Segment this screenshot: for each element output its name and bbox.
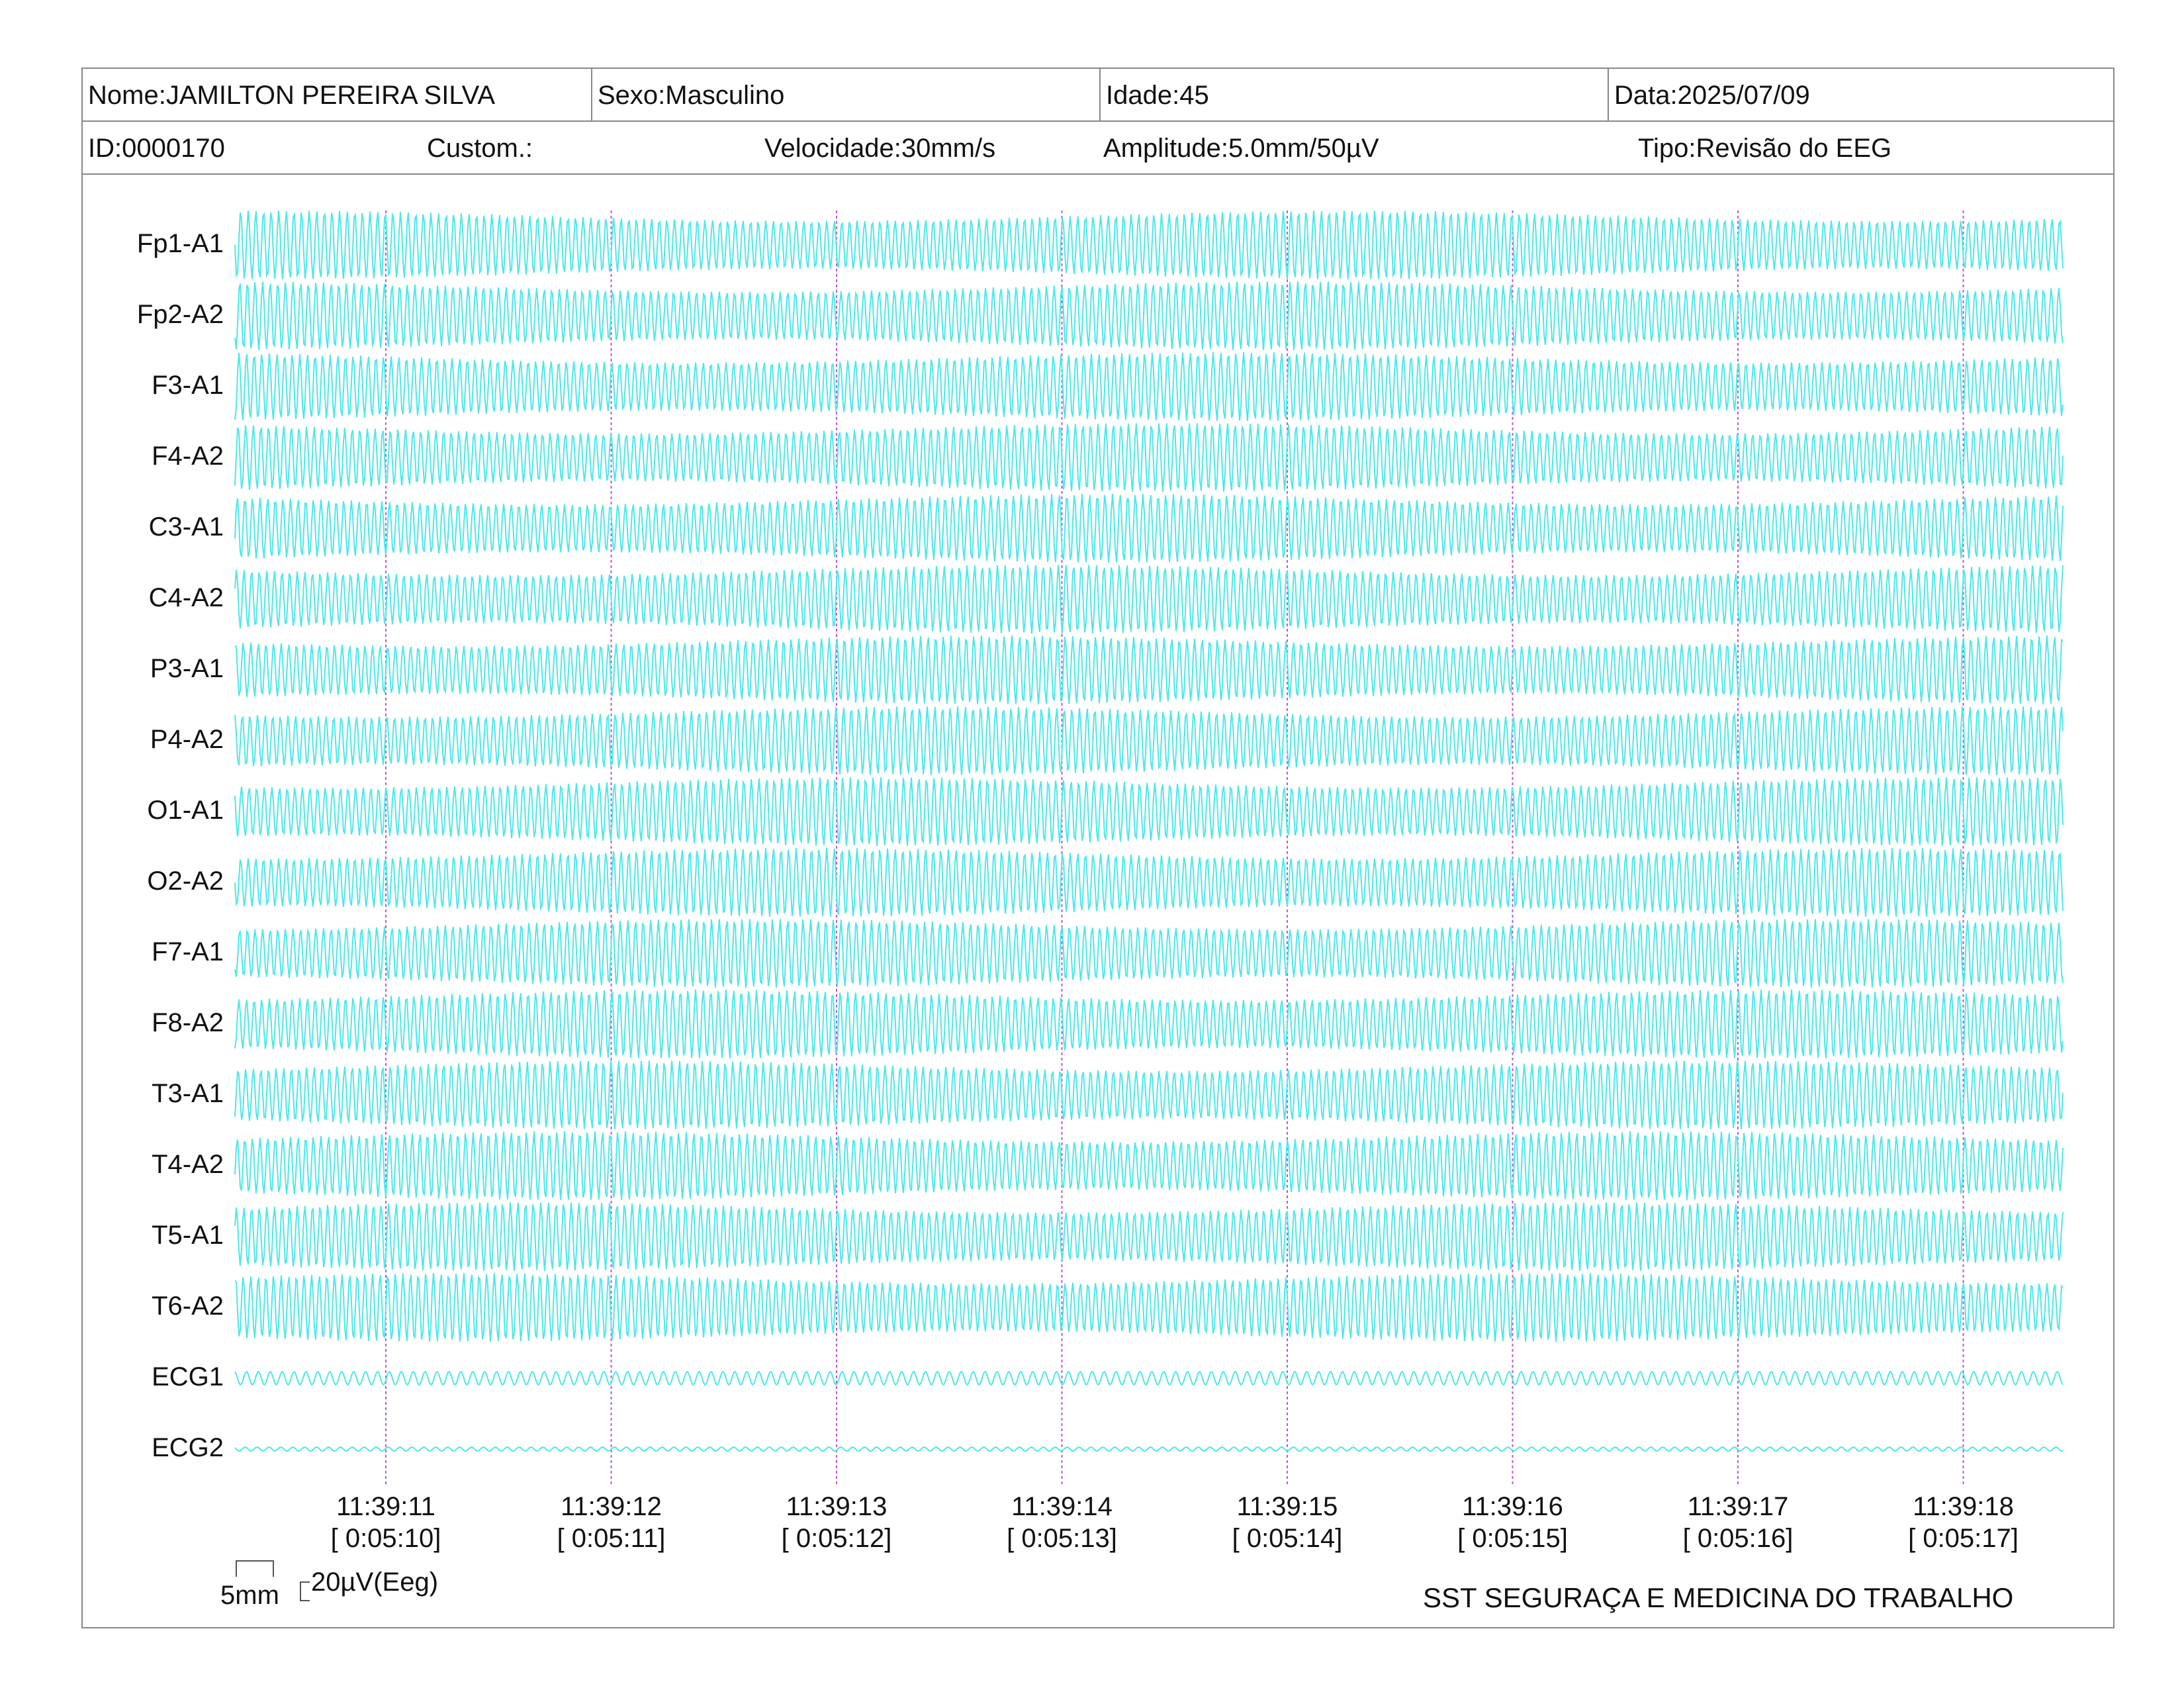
channel-label: T5-A1 bbox=[152, 1221, 224, 1250]
channel-label: F4-A2 bbox=[152, 442, 224, 471]
channel-label: P4-A2 bbox=[150, 725, 224, 754]
channel-label: F3-A1 bbox=[152, 371, 224, 400]
exam-date: Data:2025/07/09 bbox=[1608, 69, 2115, 120]
clock-time: 11:39:16 bbox=[1462, 1492, 1563, 1521]
patient-sex: Sexo:Masculino bbox=[591, 69, 1099, 120]
trace-o1-a1 bbox=[234, 777, 2064, 846]
footer-brand: SST SEGURAÇA E MEDICINA DO TRABALHO bbox=[1423, 1582, 2014, 1613]
channel-label: P3-A1 bbox=[150, 654, 224, 683]
trace-t3-a1 bbox=[234, 1060, 2064, 1130]
time-mark-label: 11:39:16 [ 0:05:15] bbox=[1427, 1491, 1599, 1554]
channel-label: Fp1-A1 bbox=[136, 229, 224, 258]
channel-label: O2-A2 bbox=[147, 867, 224, 896]
patient-id: ID:0000170 bbox=[88, 134, 225, 163]
channel-label: ECG1 bbox=[152, 1362, 224, 1391]
time-mark-label: 11:39:14 [ 0:05:13] bbox=[976, 1491, 1148, 1554]
elapsed-time: [ 0:05:10] bbox=[330, 1524, 441, 1553]
amplitude-setting: Amplitude:5.0mm/50µV bbox=[1103, 134, 1379, 163]
time-mark-label: 11:39:15 [ 0:05:14] bbox=[1201, 1491, 1373, 1554]
channel-label: F7-A1 bbox=[152, 937, 224, 966]
channel-label: Fp2-A2 bbox=[136, 300, 224, 329]
channel-label: ECG2 bbox=[152, 1433, 224, 1462]
trace-t6-a2 bbox=[234, 1273, 2064, 1342]
channel-label: C4-A2 bbox=[148, 583, 224, 612]
trace-o2-a2 bbox=[234, 848, 2064, 917]
channel-label: T4-A2 bbox=[152, 1150, 224, 1179]
custom-field: Custom.: bbox=[427, 134, 533, 163]
trace-ecg2 bbox=[234, 1446, 2064, 1452]
elapsed-time: [ 0:05:17] bbox=[1908, 1524, 2019, 1553]
clock-time: 11:39:17 bbox=[1687, 1492, 1789, 1521]
trace-t5-a1 bbox=[234, 1202, 2064, 1272]
clock-time: 11:39:13 bbox=[786, 1492, 887, 1521]
elapsed-time: [ 0:05:13] bbox=[1007, 1524, 1117, 1553]
time-scale-bar bbox=[236, 1560, 274, 1577]
clock-time: 11:39:15 bbox=[1236, 1492, 1338, 1521]
time-scale-label: 5mm bbox=[220, 1581, 279, 1610]
elapsed-time: [ 0:05:14] bbox=[1232, 1524, 1343, 1553]
patient-age: Idade:45 bbox=[1099, 69, 1608, 120]
clock-time: 11:39:11 bbox=[336, 1492, 435, 1521]
trace-c4-a2 bbox=[234, 565, 2064, 634]
time-mark-label: 11:39:17 [ 0:05:16] bbox=[1652, 1491, 1824, 1554]
elapsed-time: [ 0:05:15] bbox=[1457, 1524, 1568, 1553]
time-mark-label: 11:39:11 [ 0:05:10] bbox=[300, 1491, 472, 1554]
trace-p3-a1 bbox=[234, 635, 2064, 704]
trace-f4-a2 bbox=[234, 423, 2064, 492]
clock-time: 11:39:12 bbox=[561, 1492, 662, 1521]
time-mark-label: 11:39:12 [ 0:05:11] bbox=[525, 1491, 698, 1554]
channel-label: T3-A1 bbox=[152, 1079, 224, 1108]
exam-type: Tipo:Revisão do EEG bbox=[1638, 134, 1892, 163]
elapsed-time: [ 0:05:11] bbox=[557, 1524, 666, 1553]
trace-f8-a2 bbox=[234, 989, 2064, 1058]
trace-p4-a2 bbox=[234, 706, 2064, 775]
trace-fp1-a1 bbox=[234, 211, 2064, 279]
time-mark-label: 11:39:13 [ 0:05:12] bbox=[751, 1491, 923, 1554]
trace-t4-a2 bbox=[234, 1131, 2064, 1200]
channel-label: F8-A2 bbox=[152, 1008, 224, 1037]
trace-f3-a1 bbox=[234, 352, 2064, 421]
trace-ecg1 bbox=[234, 1370, 2064, 1386]
eeg-report: Nome:JAMILTON PEREIRA SILVA Sexo:Masculi… bbox=[81, 68, 2115, 1628]
speed-setting: Velocidade:30mm/s bbox=[764, 134, 996, 163]
clock-time: 11:39:14 bbox=[1011, 1492, 1113, 1521]
channel-label: O1-A1 bbox=[147, 796, 224, 825]
time-mark-label: 11:39:18 [ 0:05:17] bbox=[1878, 1491, 2050, 1554]
header-row-patient: Nome:JAMILTON PEREIRA SILVA Sexo:Masculi… bbox=[83, 69, 2113, 122]
trace-fp2-a2 bbox=[234, 281, 2064, 350]
elapsed-time: [ 0:05:12] bbox=[781, 1524, 892, 1553]
amp-scale-bar bbox=[300, 1581, 310, 1601]
amp-scale-label: 20µV(Eeg) bbox=[311, 1568, 439, 1597]
trace-c3-a1 bbox=[234, 493, 2064, 563]
patient-name: Nome:JAMILTON PEREIRA SILVA bbox=[88, 81, 495, 110]
elapsed-time: [ 0:05:16] bbox=[1682, 1524, 1794, 1553]
channel-label: C3-A1 bbox=[148, 512, 224, 541]
trace-f7-a1 bbox=[234, 919, 2064, 988]
channel-label: T6-A2 bbox=[152, 1291, 224, 1321]
clock-time: 11:39:18 bbox=[1913, 1492, 2014, 1521]
header-row-exam: ID:0000170 Custom.: Velocidade:30mm/s Am… bbox=[83, 122, 2113, 175]
